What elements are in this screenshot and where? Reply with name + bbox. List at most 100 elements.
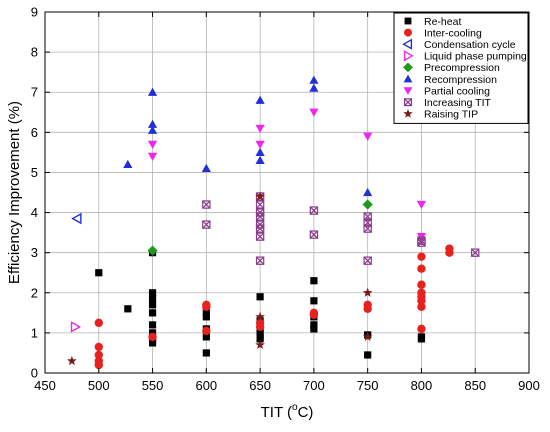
data-point bbox=[255, 124, 265, 133]
data-point bbox=[202, 200, 211, 209]
legend-label: Re-heat bbox=[424, 16, 461, 28]
y-axis-title: Efficiency Improvement (%) bbox=[6, 101, 23, 284]
data-point bbox=[362, 199, 373, 210]
data-point bbox=[417, 335, 426, 343]
data-point bbox=[362, 331, 373, 342]
data-point bbox=[417, 324, 426, 334]
data-point bbox=[255, 256, 265, 265]
series-1 bbox=[94, 244, 454, 370]
data-point bbox=[147, 125, 158, 134]
data-point bbox=[310, 325, 318, 333]
y-tick-label: 5 bbox=[31, 165, 38, 180]
data-point bbox=[417, 296, 426, 305]
data-markers bbox=[67, 75, 480, 370]
data-point bbox=[255, 311, 265, 321]
data-point bbox=[148, 309, 157, 317]
data-point bbox=[445, 248, 454, 257]
plot-frame bbox=[44, 11, 530, 374]
data-point bbox=[309, 75, 319, 84]
x-tick-label: 750 bbox=[357, 378, 379, 393]
data-point bbox=[255, 232, 265, 241]
data-point bbox=[255, 224, 265, 233]
data-point bbox=[94, 342, 103, 352]
legend-marker bbox=[403, 50, 414, 62]
data-point bbox=[362, 287, 373, 297]
y-tick-labels: 0 1 2 3 4 5 6 7 8 9 bbox=[31, 5, 38, 381]
data-point bbox=[148, 332, 157, 342]
data-point bbox=[363, 256, 372, 265]
series-6 bbox=[147, 108, 427, 242]
series-5 bbox=[123, 75, 373, 197]
data-point bbox=[417, 280, 426, 289]
legend-label: Liquid phase pumping bbox=[424, 51, 527, 63]
legend-label: Recompression bbox=[424, 74, 497, 86]
data-point bbox=[148, 289, 157, 297]
legend-box bbox=[393, 12, 529, 124]
data-point bbox=[202, 309, 210, 317]
x-axis-title-main: TIT ( bbox=[261, 404, 292, 421]
x-axis-title-unit: C) bbox=[298, 404, 314, 421]
x-tick-label: 700 bbox=[303, 378, 325, 393]
data-point bbox=[417, 264, 426, 273]
series-4 bbox=[147, 199, 373, 256]
legend-marker bbox=[403, 87, 413, 95]
legend-label: Raising TIP bbox=[424, 109, 478, 121]
y-tick-label: 2 bbox=[31, 285, 38, 300]
x-tick-label: 650 bbox=[249, 378, 271, 393]
y-tick-label: 4 bbox=[31, 205, 38, 220]
data-point bbox=[202, 326, 211, 336]
data-point bbox=[202, 333, 210, 341]
data-point bbox=[310, 277, 318, 285]
y-tick-label: 6 bbox=[31, 125, 38, 140]
data-point bbox=[94, 360, 103, 370]
data-point bbox=[124, 305, 132, 313]
data-point bbox=[148, 301, 157, 309]
y-tick-label: 1 bbox=[31, 325, 38, 340]
data-point bbox=[417, 238, 426, 247]
data-point bbox=[363, 224, 372, 233]
data-point bbox=[310, 297, 318, 305]
data-point bbox=[471, 248, 480, 257]
x-tick-label: 500 bbox=[88, 378, 110, 393]
x-tick-labels: 450 500 550 600 650 700 750 800 850 900 bbox=[34, 378, 540, 393]
x-axis-title-sup: o bbox=[292, 402, 298, 413]
legend-marker bbox=[404, 98, 413, 107]
x-tick-label: 600 bbox=[195, 378, 217, 393]
data-point bbox=[147, 87, 158, 96]
legend-marker bbox=[404, 28, 412, 37]
legend-label: Inter-cooling bbox=[424, 27, 482, 39]
data-point bbox=[416, 200, 427, 210]
data-point bbox=[67, 355, 77, 366]
data-point bbox=[202, 302, 211, 312]
series-7 bbox=[202, 192, 480, 265]
data-point bbox=[417, 252, 426, 261]
data-point bbox=[71, 212, 82, 225]
x-tick-label: 800 bbox=[411, 378, 433, 393]
data-point bbox=[309, 230, 319, 239]
data-point bbox=[309, 108, 319, 117]
data-point bbox=[147, 140, 158, 149]
data-point bbox=[255, 322, 265, 332]
legend-marker bbox=[403, 74, 413, 83]
data-point bbox=[70, 321, 82, 333]
data-point bbox=[256, 329, 264, 337]
data-point bbox=[309, 310, 319, 320]
data-point bbox=[256, 293, 264, 301]
x-axis-title: TIT (oC) bbox=[261, 402, 314, 421]
legend-label: Precompression bbox=[424, 62, 500, 74]
data-point bbox=[363, 132, 373, 141]
data-point bbox=[94, 350, 103, 360]
y-tick-label: 7 bbox=[31, 85, 38, 100]
data-point bbox=[123, 159, 133, 169]
data-point bbox=[255, 140, 265, 149]
data-point bbox=[255, 191, 265, 201]
data-point bbox=[95, 269, 103, 277]
legend-marker bbox=[403, 62, 413, 73]
data-point bbox=[310, 321, 318, 329]
data-point bbox=[201, 163, 211, 173]
data-point bbox=[202, 313, 210, 321]
x-tick-label: 450 bbox=[34, 378, 56, 393]
data-point bbox=[363, 304, 372, 314]
data-point bbox=[255, 212, 265, 221]
